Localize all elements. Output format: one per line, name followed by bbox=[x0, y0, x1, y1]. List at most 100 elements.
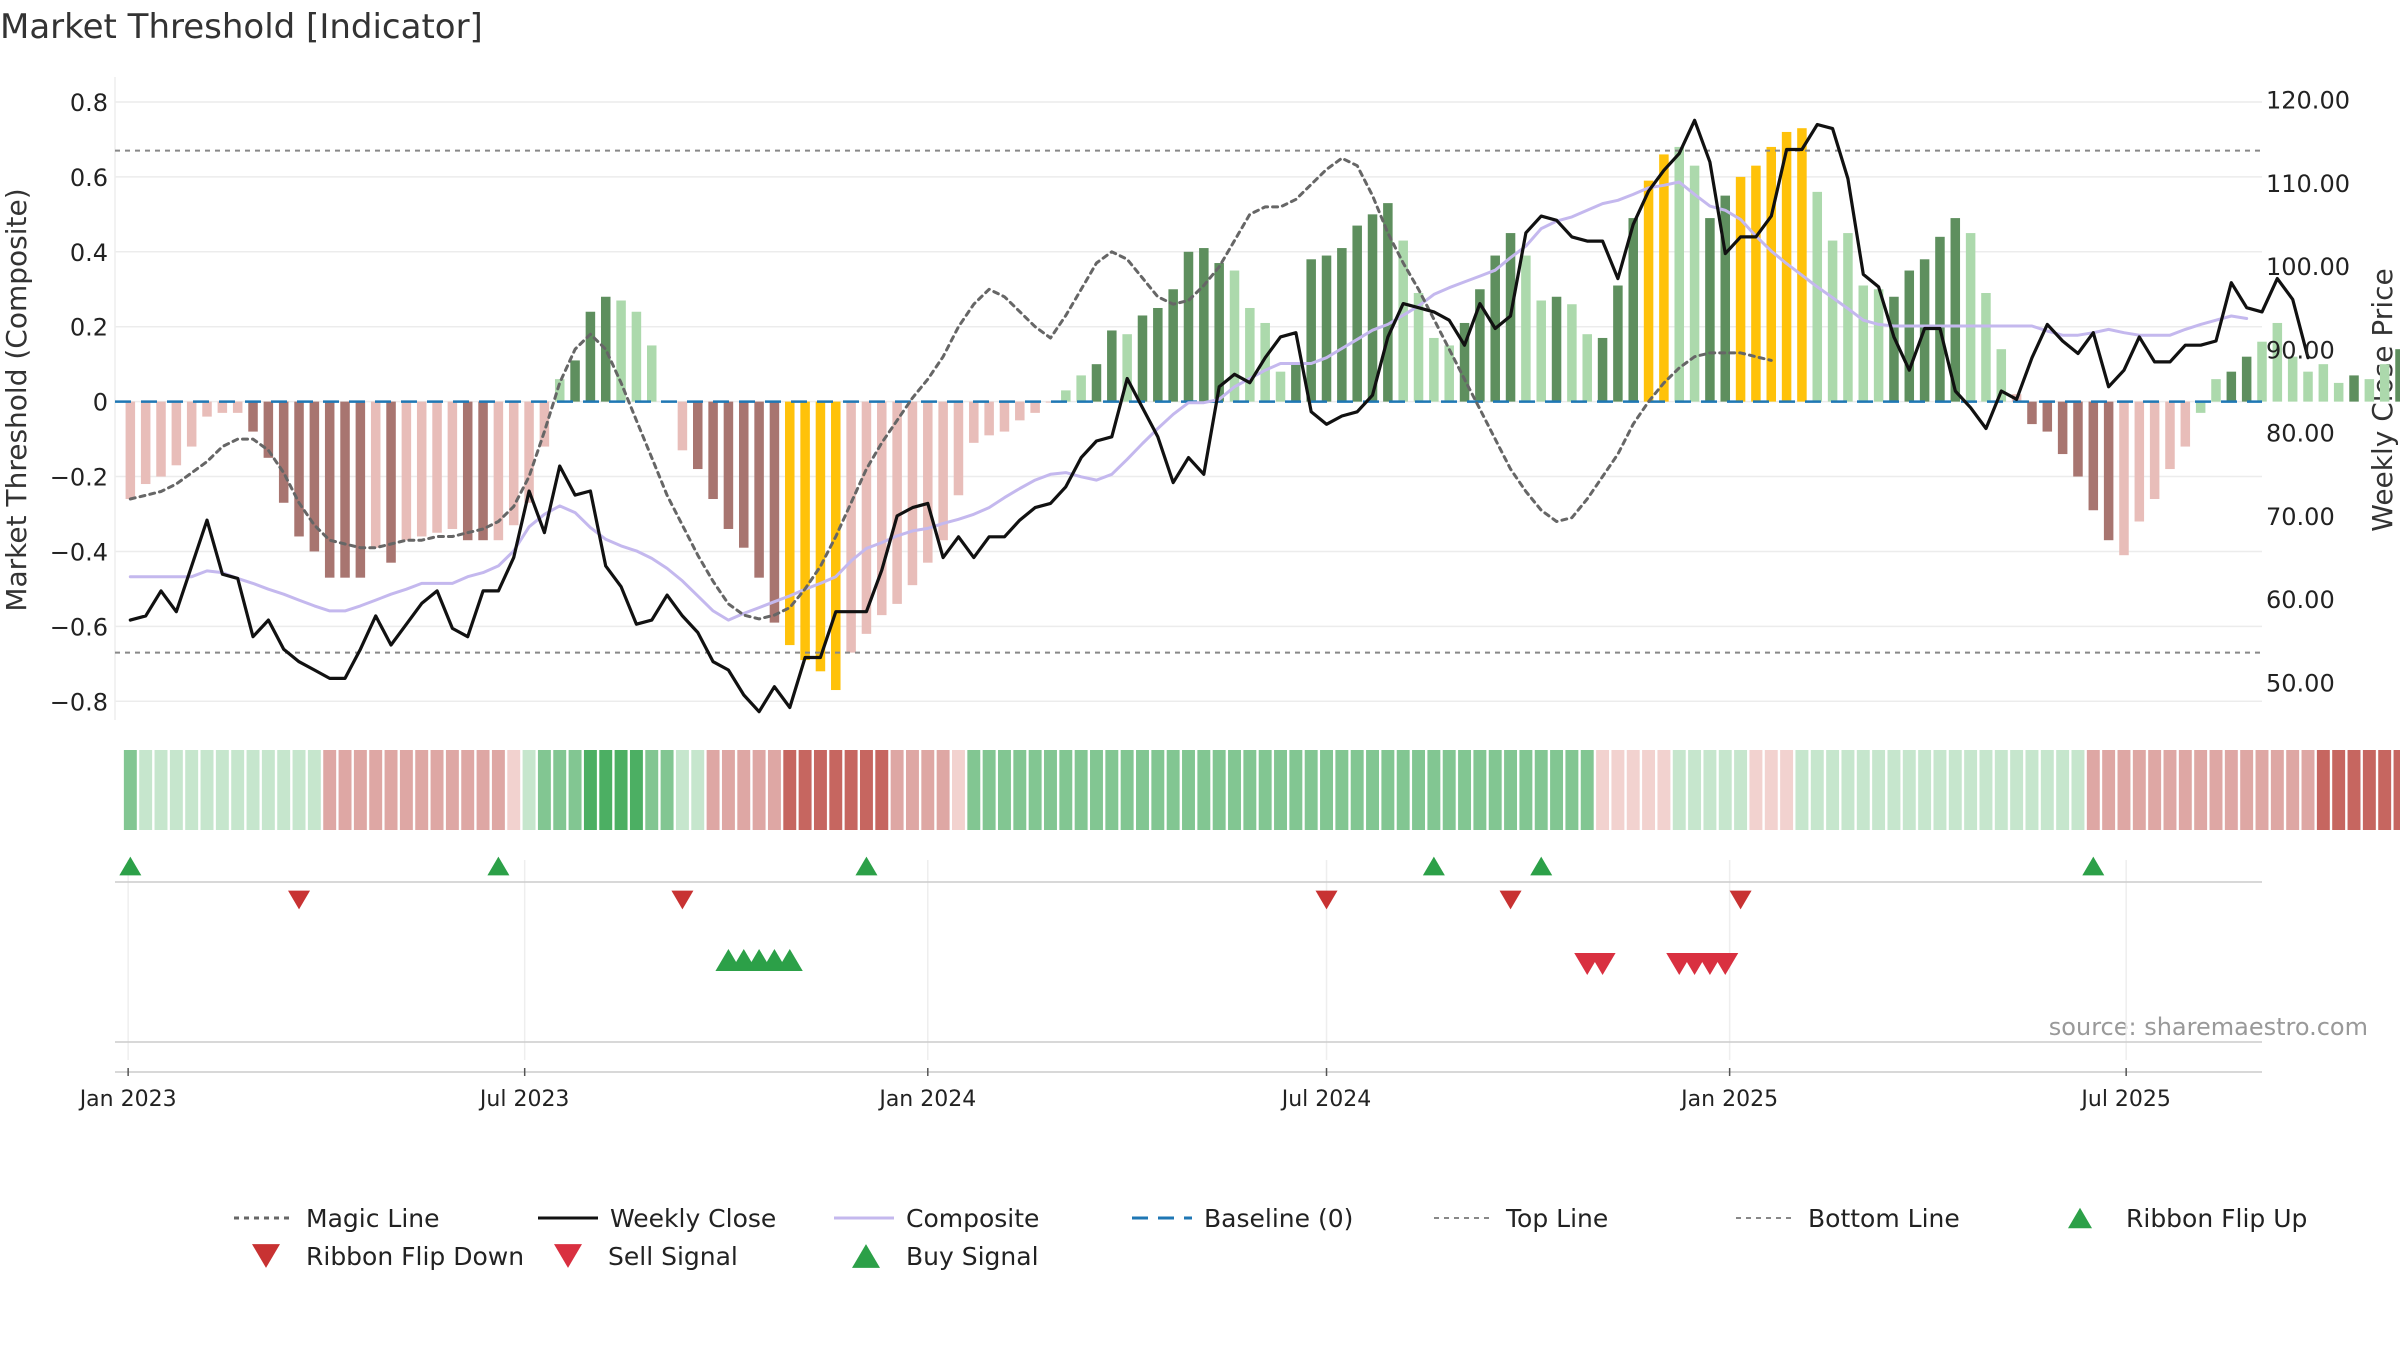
ribbon-cell bbox=[1795, 750, 1809, 830]
ribbon-cell bbox=[1565, 750, 1579, 830]
composite-bar bbox=[386, 401, 396, 563]
ribbon-cell bbox=[2040, 750, 2054, 830]
x-tick-label: Jul 2024 bbox=[1280, 1087, 1372, 1112]
y-left-tick: −0.4 bbox=[50, 538, 108, 566]
ribbon-cell bbox=[875, 750, 889, 830]
composite-bar bbox=[2303, 371, 2313, 402]
ribbon-cell bbox=[1780, 750, 1794, 830]
composite-bar bbox=[140, 401, 151, 485]
composite-bar bbox=[953, 401, 964, 496]
ribbon-cell bbox=[231, 750, 245, 830]
ribbon-cell bbox=[1044, 750, 1057, 830]
composite-bar bbox=[1797, 128, 1807, 402]
ribbon-flip-up-marker bbox=[1530, 856, 1553, 876]
composite-bar bbox=[2103, 401, 2114, 541]
ribbon-cell bbox=[323, 750, 337, 830]
ribbon-cell bbox=[491, 750, 505, 830]
composite-bar bbox=[1613, 285, 1623, 402]
ribbon-cell bbox=[2148, 750, 2162, 830]
ribbon-cell bbox=[583, 750, 597, 830]
ribbon-cell bbox=[139, 750, 153, 830]
ribbon-cell bbox=[982, 750, 996, 830]
ribbon-cell bbox=[2362, 750, 2376, 830]
ribbon-cell bbox=[2301, 750, 2315, 830]
composite-bar bbox=[156, 401, 166, 477]
y-right-tick: 100.00 bbox=[2266, 253, 2350, 281]
ribbon-cell bbox=[1381, 750, 1395, 830]
composite-bar bbox=[708, 401, 718, 500]
ribbon-cell bbox=[967, 750, 981, 830]
composite-bars bbox=[125, 128, 2400, 691]
ribbon-cell bbox=[476, 750, 490, 830]
ribbon-cell bbox=[1366, 750, 1379, 830]
composite-bar bbox=[1582, 334, 1592, 402]
ribbon-cell bbox=[1596, 750, 1610, 830]
ribbon-cell bbox=[169, 750, 183, 830]
ribbon-cell bbox=[691, 750, 705, 830]
y-right-tick: 120.00 bbox=[2266, 86, 2350, 114]
y-left-tick: 0 bbox=[93, 389, 108, 417]
ribbon-cell bbox=[1335, 750, 1349, 830]
composite-bar bbox=[1659, 154, 1669, 402]
composite-bar bbox=[1551, 296, 1562, 402]
composite-bar bbox=[416, 401, 427, 537]
composite-bar bbox=[1045, 401, 1056, 403]
composite-bar bbox=[1628, 218, 1638, 402]
ribbon-cell bbox=[1304, 750, 1318, 830]
ribbon-cell bbox=[1688, 750, 1702, 830]
y-right-tick: 90.00 bbox=[2266, 336, 2335, 364]
ribbon-flip-down-marker bbox=[288, 890, 311, 910]
chart-title: Market Threshold [Indicator] bbox=[0, 7, 483, 47]
ribbon-cell bbox=[1412, 750, 1426, 830]
ribbon-cell bbox=[660, 750, 674, 830]
composite-bar bbox=[524, 401, 534, 503]
composite-bar bbox=[1107, 330, 1117, 402]
source-note: source: sharemaestro.com bbox=[2049, 1013, 2368, 1041]
ribbon-flip-up-marker bbox=[487, 856, 510, 876]
ribbon-cell bbox=[1243, 750, 1257, 830]
ribbon-cell bbox=[1856, 750, 1870, 830]
ribbon-cell bbox=[1427, 750, 1441, 830]
legend-label: Ribbon Flip Down bbox=[306, 1242, 524, 1271]
composite-bar bbox=[539, 401, 550, 447]
ribbon-cell bbox=[553, 750, 567, 830]
ribbon-cell bbox=[1519, 750, 1533, 830]
ribbon-cell bbox=[1749, 750, 1763, 830]
ribbon-cell bbox=[1718, 750, 1732, 830]
ribbon-cell bbox=[200, 750, 214, 830]
legend-label: Buy Signal bbox=[906, 1242, 1039, 1271]
composite-bar bbox=[1245, 307, 1255, 402]
composite-bar bbox=[1168, 289, 1178, 402]
composite-bar bbox=[125, 401, 136, 500]
ribbon-cell bbox=[614, 750, 628, 830]
composite-bar bbox=[1536, 300, 1546, 402]
y-right-tick: 110.00 bbox=[2266, 170, 2350, 198]
composite-bar bbox=[554, 379, 565, 402]
y-left-tick: −0.6 bbox=[50, 613, 108, 641]
composite-bar bbox=[1459, 322, 1470, 402]
ribbon-cell bbox=[737, 750, 751, 830]
legend-label: Top Line bbox=[1505, 1204, 1608, 1233]
ribbon-cell bbox=[1734, 750, 1748, 830]
sell-signal-marker bbox=[1712, 952, 1739, 976]
legend-label: Weekly Close bbox=[610, 1204, 776, 1233]
composite-bar bbox=[1720, 195, 1731, 402]
ribbon-cell bbox=[1473, 750, 1487, 830]
ribbon-cell bbox=[890, 750, 904, 830]
composite-bar bbox=[646, 345, 657, 402]
composite-bar bbox=[2333, 382, 2344, 402]
ribbon-cell bbox=[215, 750, 229, 830]
x-tick-label: Jul 2023 bbox=[478, 1087, 570, 1112]
composite-bar bbox=[907, 401, 918, 586]
ribbon-cell bbox=[537, 750, 551, 830]
composite-bar bbox=[2119, 401, 2129, 556]
y-left-tick: 0.2 bbox=[70, 314, 108, 342]
composite-bar bbox=[999, 401, 1010, 432]
ribbon-cell bbox=[1442, 750, 1456, 830]
composite-bar bbox=[723, 401, 734, 529]
composite-bar bbox=[1873, 289, 1884, 402]
ribbon-cell bbox=[2209, 750, 2223, 830]
ribbon-cell bbox=[1534, 750, 1548, 830]
ribbon-flip-down-marker bbox=[1729, 890, 1752, 910]
composite-bar bbox=[2088, 401, 2099, 511]
